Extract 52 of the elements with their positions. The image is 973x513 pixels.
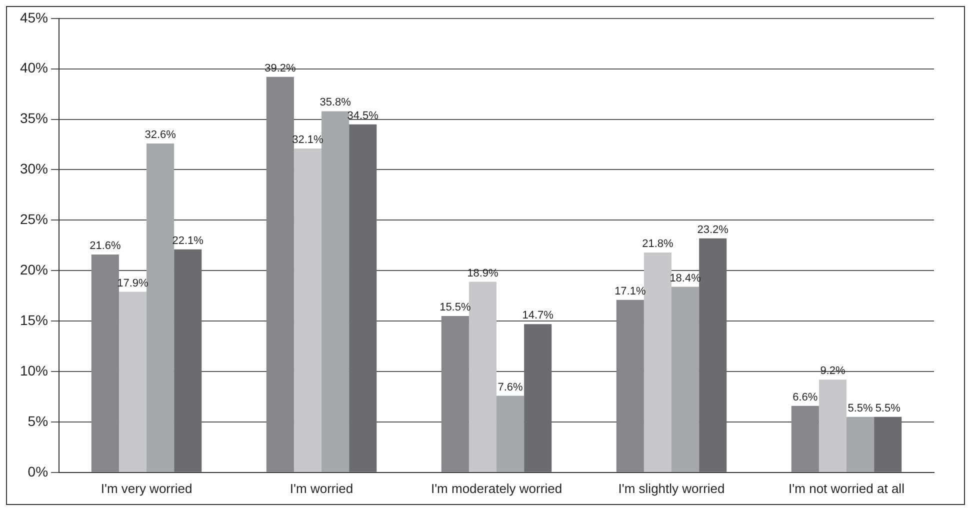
data-label: 17.9% — [117, 277, 149, 290]
bar — [441, 316, 469, 472]
bar — [874, 416, 902, 472]
bar — [266, 76, 294, 472]
data-label: 23.2% — [697, 224, 729, 236]
data-label: 32.6% — [144, 129, 176, 142]
bar — [818, 380, 846, 472]
bar — [146, 144, 174, 472]
y-tick-label: 15% — [20, 312, 48, 328]
data-label: 21.6% — [90, 240, 121, 252]
data-label: 18.9% — [467, 267, 499, 280]
bar — [118, 292, 147, 472]
data-label: 34.5% — [347, 110, 379, 122]
x-tick-label: I'm very worried — [100, 480, 192, 496]
bar — [349, 124, 377, 472]
bar — [174, 249, 202, 472]
bar — [616, 300, 644, 472]
data-label: 22.1% — [172, 234, 204, 247]
bar — [699, 238, 727, 472]
data-label: 6.6% — [792, 391, 818, 404]
data-label: 17.1% — [614, 285, 646, 298]
y-tick-label: 10% — [20, 362, 48, 378]
data-label: 5.5% — [848, 402, 874, 414]
bar — [468, 282, 497, 472]
x-tick-label: I'm moderately worried — [430, 480, 562, 496]
bar — [294, 148, 322, 472]
bar — [496, 396, 524, 472]
x-tick-label: I'm not worried at all — [788, 480, 905, 496]
bar — [322, 111, 350, 472]
x-tick-label: I'm slightly worried — [618, 480, 725, 496]
data-label: 32.1% — [292, 134, 324, 146]
bar — [524, 324, 552, 472]
data-label: 5.5% — [875, 402, 901, 414]
y-tick-label: 25% — [20, 211, 48, 228]
y-tick-label: 20% — [20, 261, 48, 278]
y-tick-label: 45% — [20, 9, 48, 26]
x-tick-label: I'm worried — [290, 480, 354, 496]
y-tick-label: 5% — [28, 412, 48, 429]
bar — [846, 416, 874, 472]
data-label: 35.8% — [320, 96, 352, 109]
y-tick-label: 30% — [20, 160, 48, 177]
bar — [91, 254, 119, 472]
data-label: 14.7% — [522, 310, 554, 322]
y-tick-label: 40% — [20, 60, 48, 76]
data-label: 21.8% — [642, 238, 674, 250]
y-tick-label: 35% — [20, 110, 48, 126]
y-tick-label: 0% — [28, 463, 48, 480]
data-label: 7.6% — [498, 381, 524, 394]
data-label: 15.5% — [440, 302, 471, 314]
bar — [644, 252, 672, 472]
bar — [672, 286, 700, 472]
bar — [791, 406, 819, 472]
